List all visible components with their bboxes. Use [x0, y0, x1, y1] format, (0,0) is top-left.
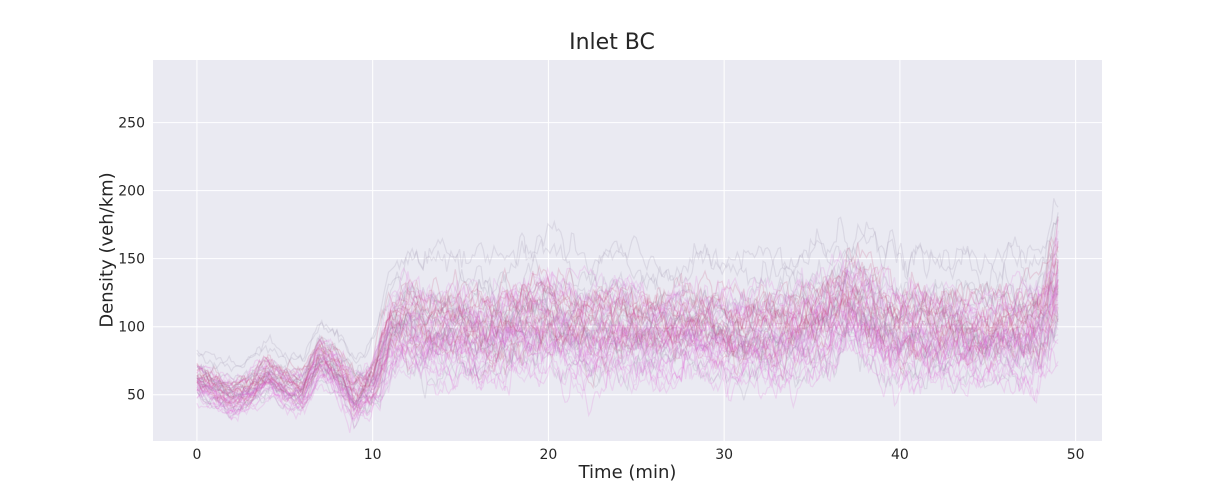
ensemble-line	[196, 313, 1059, 422]
ensemble-line	[196, 282, 1059, 405]
y-tick-label: 150	[118, 252, 145, 268]
ensemble-line	[196, 216, 1059, 394]
ensemble-line	[196, 317, 1059, 413]
ensemble-line	[196, 270, 1059, 410]
ensemble-line	[196, 308, 1059, 413]
ensemble-line	[196, 240, 1059, 389]
y-tick-label: 200	[118, 184, 145, 200]
ensemble-line	[196, 317, 1059, 420]
ensemble-line	[196, 280, 1059, 409]
ensemble-line	[196, 212, 1059, 373]
x-axis-label: Time (min)	[578, 462, 677, 483]
ensemble-line	[196, 261, 1059, 404]
ensemble-line	[196, 236, 1059, 393]
ensemble-line	[196, 293, 1059, 415]
ensemble-line	[196, 306, 1059, 420]
ensemble-line	[196, 278, 1059, 406]
ensemble-line	[196, 252, 1059, 393]
y-tick-label: 100	[118, 320, 145, 336]
ensemble-line	[196, 290, 1059, 414]
ensemble-line	[196, 292, 1059, 407]
x-tick-label: 30	[715, 447, 733, 463]
ensemble-line	[196, 219, 1059, 395]
ensemble-line	[196, 288, 1059, 406]
ensemble-line	[196, 241, 1059, 387]
ensemble-line	[196, 288, 1059, 408]
ensemble-lines	[196, 198, 1059, 433]
ensemble-line	[196, 276, 1059, 409]
ensemble-line	[196, 272, 1059, 409]
ensemble-line	[196, 313, 1059, 420]
ensemble-line	[196, 252, 1059, 392]
ensemble-line	[196, 293, 1059, 409]
ensemble-line	[196, 309, 1059, 415]
ensemble-line	[196, 315, 1059, 415]
ensemble-line	[196, 295, 1059, 410]
ensemble-line	[196, 258, 1059, 393]
ensemble-line	[196, 216, 1059, 395]
ensemble-line	[196, 337, 1059, 423]
ensemble-line	[196, 219, 1059, 381]
ensemble-line	[196, 278, 1059, 399]
ensemble-line	[196, 243, 1059, 393]
x-tick-label: 20	[540, 447, 558, 463]
ensemble-line	[196, 313, 1059, 422]
y-axis-label: Density (veh/km)	[96, 172, 118, 328]
ensemble-line	[196, 238, 1059, 387]
x-tick-label: 10	[364, 447, 382, 463]
ensemble-line	[196, 322, 1059, 433]
ensemble-line	[196, 284, 1059, 395]
ensemble-line	[196, 264, 1059, 404]
chart-title: Inlet BC	[569, 30, 655, 55]
plot-background	[153, 60, 1102, 441]
ensemble-line	[196, 330, 1059, 423]
y-tick-label: 50	[127, 388, 145, 404]
ensemble-line	[196, 198, 1059, 370]
ensemble-line	[196, 268, 1059, 399]
ensemble-line	[196, 314, 1059, 430]
x-tick-label: 40	[891, 447, 909, 463]
ensemble-line	[196, 239, 1059, 388]
ensemble-line	[196, 297, 1059, 406]
ensemble-line	[196, 303, 1059, 418]
x-tick-label: 50	[1067, 447, 1085, 463]
ensemble-line	[196, 260, 1059, 401]
ensemble-line	[196, 271, 1059, 402]
ensemble-line	[196, 260, 1059, 400]
ensemble-line	[196, 286, 1059, 411]
ensemble-line	[196, 279, 1059, 414]
ensemble-line	[196, 261, 1059, 397]
ensemble-line	[196, 230, 1059, 385]
ensemble-line	[196, 275, 1059, 408]
ensemble-line	[196, 256, 1059, 390]
ensemble-line	[196, 259, 1059, 407]
x-tick-label: 0	[192, 447, 201, 463]
ensemble-line	[196, 290, 1059, 416]
y-tick-label: 250	[118, 116, 145, 132]
ensemble-line	[196, 261, 1059, 405]
